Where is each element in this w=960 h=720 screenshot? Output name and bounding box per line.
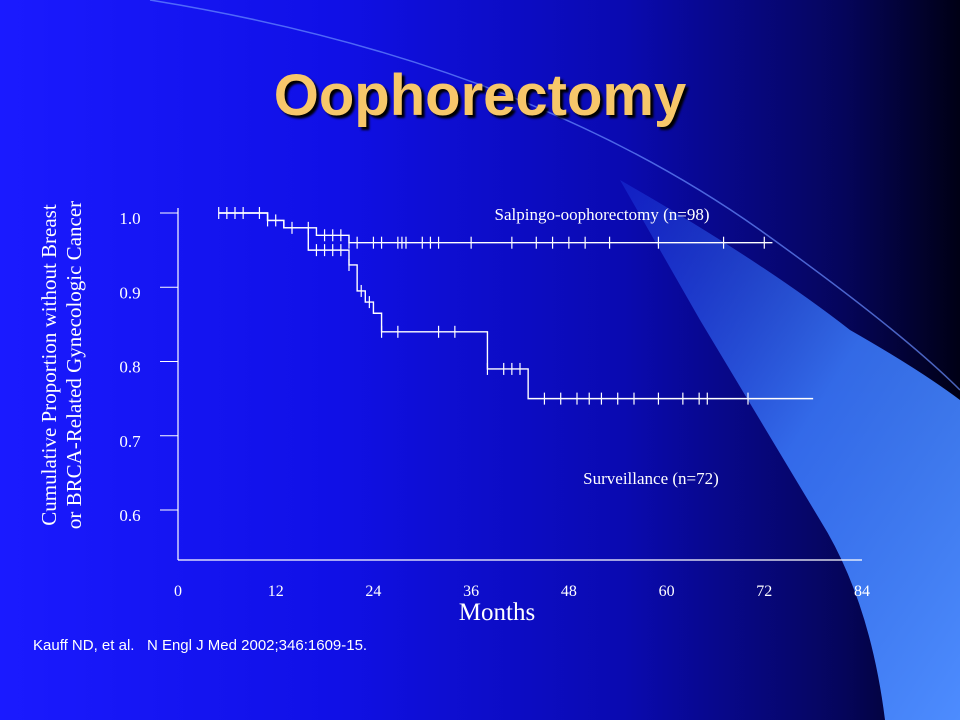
citation: Kauff ND, et al. N Engl J Med 2002;346:1… (33, 637, 368, 654)
y-tick-label: 0.7 (119, 432, 141, 451)
series-label-salpingo-oophorectomy: Salpingo-oophorectomy (n=98) (495, 205, 710, 224)
series-label-surveillance: Surveillance (n=72) (583, 469, 719, 488)
swoosh-arc-line (149, 0, 960, 391)
x-tick-label: 0 (174, 583, 182, 600)
y-tick-label: 0.8 (119, 358, 140, 377)
x-tick-label: 36 (463, 583, 479, 600)
x-tick-label: 84 (854, 583, 870, 600)
x-tick-label: 72 (756, 583, 772, 600)
swoosh-shape (620, 180, 960, 720)
y-tick-label: 0.9 (119, 283, 140, 302)
y-tick-label: 1.0 (119, 209, 140, 228)
x-axis-label: Months (459, 599, 535, 626)
slide-title: Oophorectomy (273, 63, 687, 128)
x-tick-label: 12 (268, 583, 284, 600)
y-tick-label: 0.6 (119, 506, 140, 525)
x-tick-label: 60 (659, 583, 675, 600)
x-tick-label: 48 (561, 583, 577, 600)
x-tick-label: 24 (365, 583, 381, 600)
